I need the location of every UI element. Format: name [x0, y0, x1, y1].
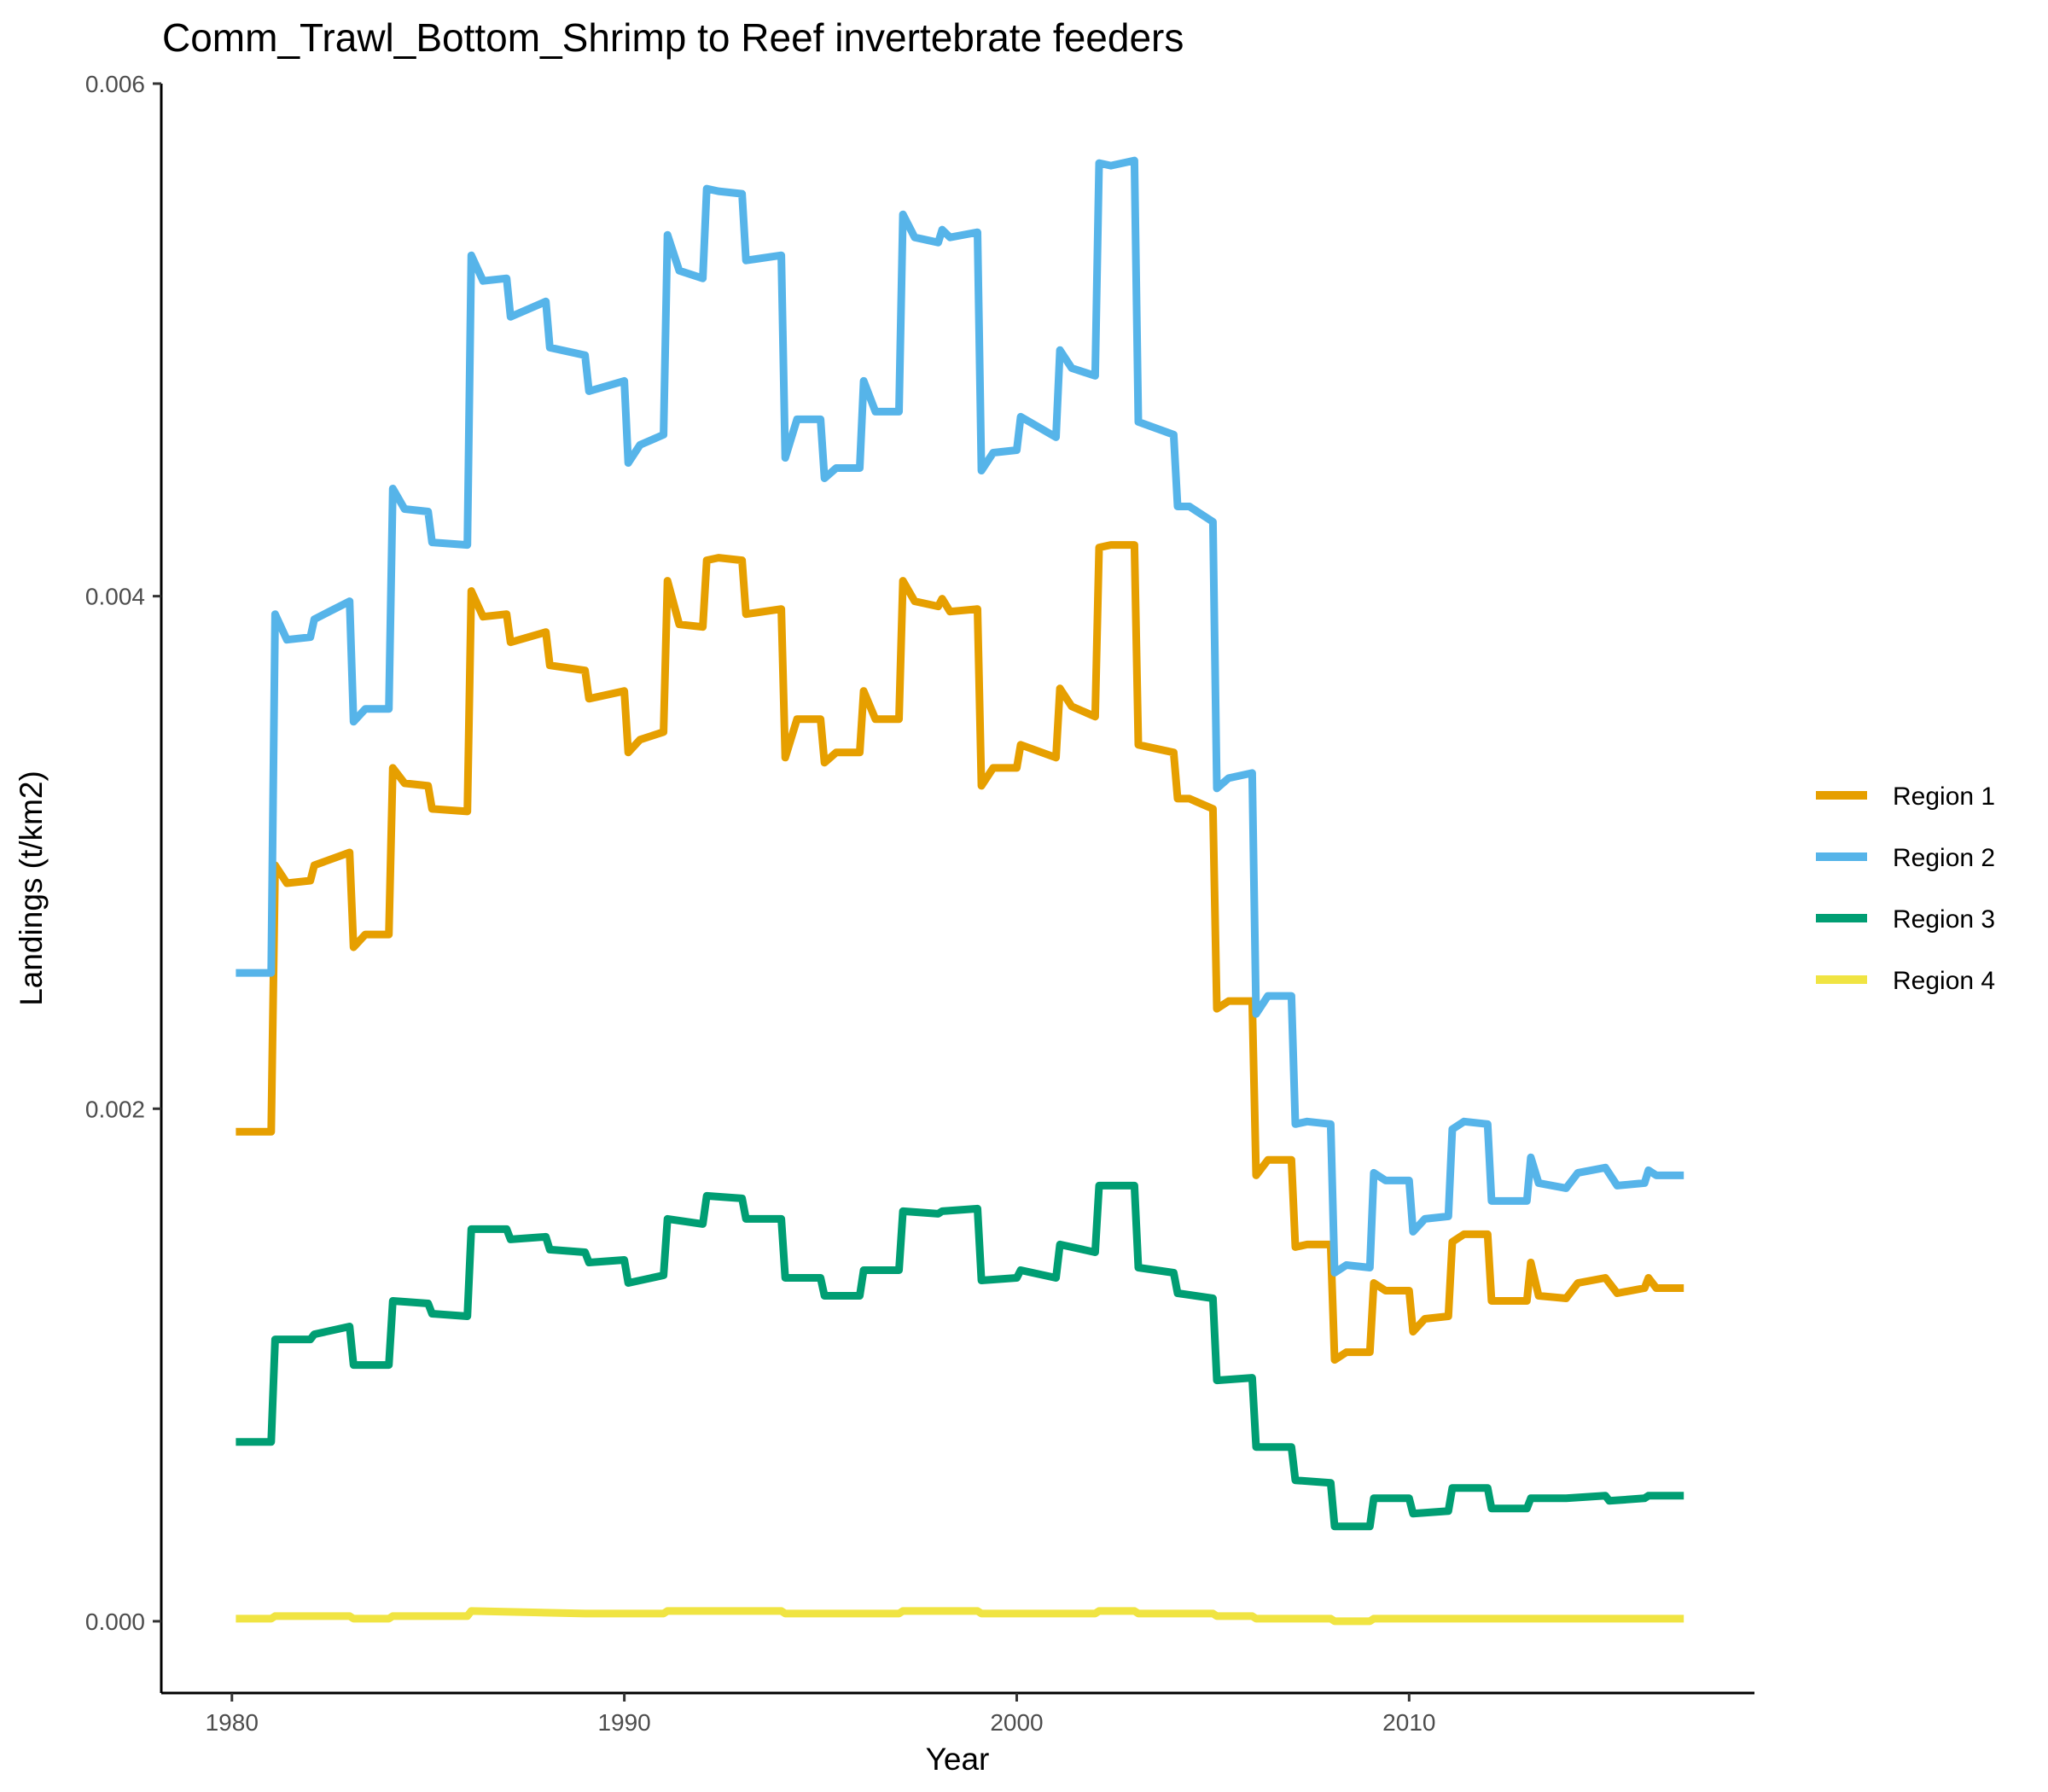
series-line-region-2 — [236, 156, 1684, 1277]
x-tick-label: 2010 — [1382, 1709, 1435, 1736]
legend-label-region-1: Region 1 — [1893, 783, 1995, 811]
chart-title: Comm_Trawl_Bottom_Shrimp to Reef inverte… — [162, 15, 1184, 60]
x-axis-ticks: 1980 1990 2000 2010 — [206, 1693, 1435, 1736]
y-tick-label: 0.004 — [85, 584, 145, 610]
y-tick-label: 0.000 — [85, 1609, 145, 1635]
legend: Region 1 Region 2 Region 3 Region 4 — [1816, 783, 1995, 995]
x-tick-label: 2000 — [990, 1709, 1043, 1736]
y-tick-label: 0.006 — [85, 71, 145, 97]
y-tick-label: 0.002 — [85, 1096, 145, 1122]
series-line-region-4 — [236, 1607, 1684, 1626]
series-line-region-3 — [236, 1181, 1684, 1531]
y-axis-ticks: 0.000 0.002 0.004 0.006 — [85, 71, 161, 1635]
x-axis-title: Year — [926, 1742, 990, 1777]
x-tick-label: 1980 — [206, 1709, 259, 1736]
x-tick-label: 1990 — [597, 1709, 650, 1736]
legend-label-region-2: Region 2 — [1893, 844, 1995, 872]
legend-label-region-3: Region 3 — [1893, 905, 1995, 934]
y-axis-title: Landings (t/km2) — [14, 771, 49, 1006]
series-layer — [236, 156, 1684, 1626]
legend-label-region-4: Region 4 — [1893, 967, 1995, 995]
series-line-region-1 — [236, 541, 1684, 1364]
